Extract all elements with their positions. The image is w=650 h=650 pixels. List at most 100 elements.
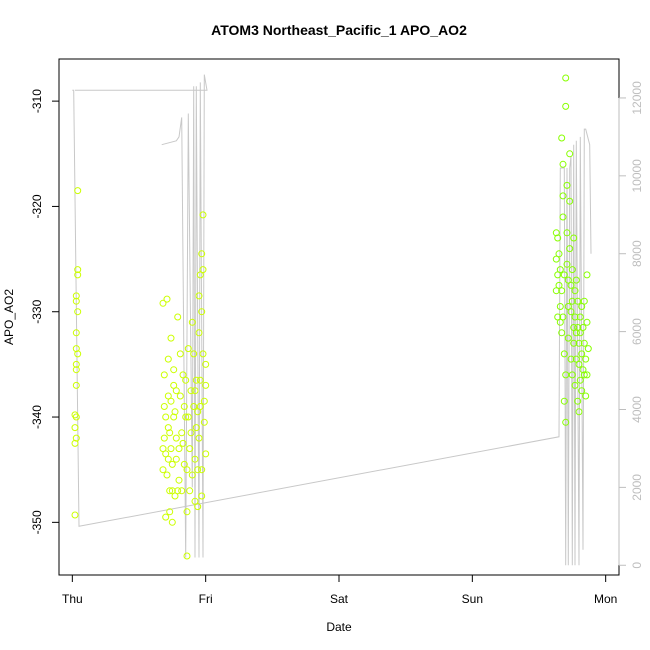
data-point <box>198 250 206 258</box>
data-point <box>160 371 168 379</box>
y-tick-label-right: 4000 <box>630 396 644 423</box>
data-point <box>182 376 190 384</box>
data-point <box>174 313 182 321</box>
y-tick-label-right: 10000 <box>630 159 644 193</box>
data-point <box>574 297 582 305</box>
data-point <box>179 371 187 379</box>
y-tick-label-left: -320 <box>30 194 44 218</box>
altitude-line-fri <box>75 74 208 558</box>
data-point <box>162 413 170 421</box>
data-point <box>159 445 167 453</box>
data-point <box>562 371 570 379</box>
data-point <box>202 450 210 458</box>
data-point <box>166 487 174 495</box>
data-point <box>160 403 168 410</box>
data-point <box>164 424 172 432</box>
data-point <box>167 445 175 453</box>
plot-frame <box>58 58 620 576</box>
data-point <box>191 497 199 505</box>
data-point <box>564 334 572 342</box>
data-point <box>582 355 590 363</box>
data-point <box>187 387 195 395</box>
data-point <box>552 229 560 237</box>
data-point <box>186 445 194 453</box>
data-point <box>199 211 207 219</box>
x-tick-label: Mon <box>594 592 617 606</box>
data-point <box>559 192 567 200</box>
data-point <box>584 345 592 353</box>
data-point <box>578 350 586 358</box>
data-point <box>190 403 198 410</box>
y-tick-label-left: -310 <box>30 89 44 113</box>
altitude-line-layer <box>72 74 592 566</box>
data-point <box>576 329 584 337</box>
data-point <box>164 455 172 463</box>
data-point <box>583 371 591 379</box>
data-point <box>556 266 564 274</box>
data-point <box>575 408 583 416</box>
data-point <box>72 381 80 389</box>
data-point <box>196 271 204 279</box>
data-point <box>199 266 207 274</box>
data-point <box>559 313 567 321</box>
data-point <box>170 413 178 421</box>
data-point <box>558 134 566 142</box>
x-tick-label: Thu <box>62 592 83 606</box>
data-point <box>187 429 195 437</box>
data-point <box>567 281 575 289</box>
data-point <box>167 334 175 342</box>
data-point <box>575 360 583 368</box>
x-tick-label: Sun <box>462 592 483 606</box>
data-point <box>168 518 176 526</box>
data-point <box>571 287 579 295</box>
data-point <box>191 455 199 463</box>
data-point <box>174 487 182 495</box>
data-point <box>171 408 179 416</box>
data-point <box>172 387 180 395</box>
data-point <box>192 376 200 384</box>
data-point <box>560 350 568 358</box>
data-point <box>580 297 588 305</box>
data-point <box>579 366 587 374</box>
data-point <box>552 255 560 263</box>
data-point <box>188 471 196 479</box>
data-point <box>552 287 560 295</box>
data-point <box>566 150 574 158</box>
data-point <box>560 271 568 279</box>
data-point <box>200 418 208 426</box>
data-point <box>576 376 584 384</box>
data-point <box>71 424 79 432</box>
data-point <box>196 376 204 384</box>
data-point <box>562 102 570 110</box>
data-point <box>184 345 192 353</box>
data-point <box>166 508 174 516</box>
y-tick-label-right: 0 <box>630 562 644 569</box>
y-tick-label-right: 12000 <box>630 81 644 115</box>
data-point <box>202 381 210 389</box>
data-point <box>183 466 191 474</box>
data-point <box>74 187 82 195</box>
data-point <box>191 387 199 395</box>
data-point <box>178 429 186 437</box>
y-tick-label-left: -330 <box>30 299 44 323</box>
chart-title: ATOM3 Northeast_Pacific_1 APO_AO2 <box>211 22 467 38</box>
data-point <box>71 511 79 519</box>
x-axis-label: Date <box>326 620 352 634</box>
data-point <box>570 339 578 347</box>
data-point <box>198 466 206 474</box>
data-point <box>172 455 180 463</box>
data-point <box>195 329 203 337</box>
data-point <box>166 429 174 437</box>
data-point <box>190 350 198 358</box>
data-point <box>198 308 206 316</box>
x-axis: Thu Fri Sat Sun Mon <box>62 574 617 606</box>
data-point <box>567 308 575 316</box>
data-point <box>186 487 194 495</box>
data-point <box>568 266 576 274</box>
data-point <box>571 381 579 389</box>
data-point <box>74 308 82 316</box>
data-point <box>583 318 591 326</box>
y-tick-label-right: 2000 <box>630 474 644 501</box>
data-point <box>198 492 206 500</box>
